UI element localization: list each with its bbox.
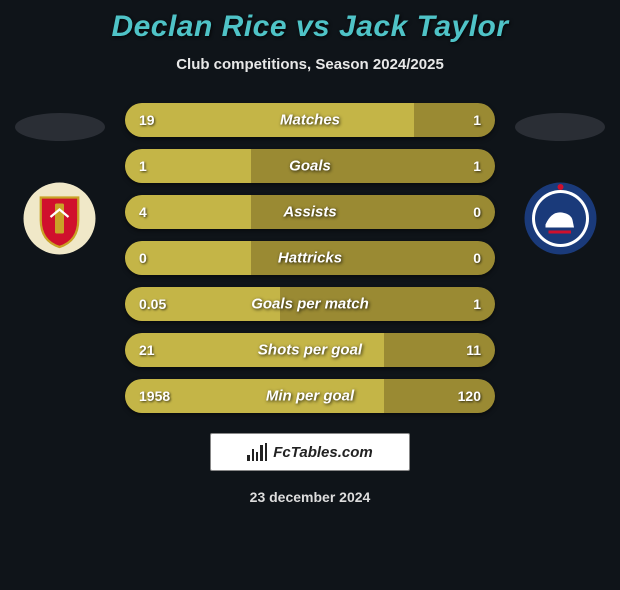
player-right-silhouette — [515, 113, 605, 141]
stat-row: 1958 Min per goal 120 — [125, 379, 495, 413]
stat-label: Min per goal — [266, 388, 354, 405]
bars-icon — [247, 443, 267, 461]
ipswich-crest-icon — [523, 181, 598, 256]
stat-label: Goals per match — [251, 296, 369, 313]
stat-value-left: 1 — [139, 158, 147, 174]
stats-area: 19Matches11Goals14Assists00Hattricks00.0… — [0, 103, 620, 413]
stat-value-right: 120 — [458, 388, 481, 404]
stat-value-left: 0.05 — [139, 296, 166, 312]
stat-row: 21 Shots per goal 11 — [125, 333, 495, 367]
stat-rows: 19Matches11Goals14Assists00Hattricks00.0… — [0, 103, 620, 413]
stat-row: 19 Matches 1 — [125, 103, 495, 137]
stat-value-right: 11 — [466, 342, 481, 358]
stat-label: Shots per goal — [258, 342, 362, 359]
stat-value-left: 1958 — [139, 388, 170, 404]
stat-value-right: 0 — [473, 250, 481, 266]
stat-label: Assists — [283, 204, 336, 221]
stat-row: 0 Hattricks 0 — [125, 241, 495, 275]
stat-row: 1 Goals 1 — [125, 149, 495, 183]
page-subtitle: Club competitions, Season 2024/2025 — [0, 56, 620, 73]
stat-row: 4 Assists 0 — [125, 195, 495, 229]
date-text: 23 december 2024 — [0, 489, 620, 505]
stat-value-right: 1 — [473, 112, 481, 128]
arsenal-crest-icon — [22, 181, 97, 256]
player-left-silhouette — [15, 113, 105, 141]
stat-row: 0.05 Goals per match 1 — [125, 287, 495, 321]
stat-value-left: 21 — [139, 342, 155, 358]
fctables-logo: FcTables.com — [210, 433, 410, 471]
stat-fill — [125, 103, 414, 137]
stat-value-left: 19 — [139, 112, 155, 128]
stat-value-right: 1 — [473, 158, 481, 174]
stat-label: Matches — [280, 112, 340, 129]
stat-value-right: 1 — [473, 296, 481, 312]
footer-brand-text: FcTables.com — [273, 444, 372, 461]
stat-label: Goals — [289, 158, 331, 175]
stat-value-right: 0 — [473, 204, 481, 220]
stat-label: Hattricks — [278, 250, 342, 267]
stat-value-left: 4 — [139, 204, 147, 220]
stat-value-left: 0 — [139, 250, 147, 266]
page-title: Declan Rice vs Jack Taylor — [0, 10, 620, 44]
